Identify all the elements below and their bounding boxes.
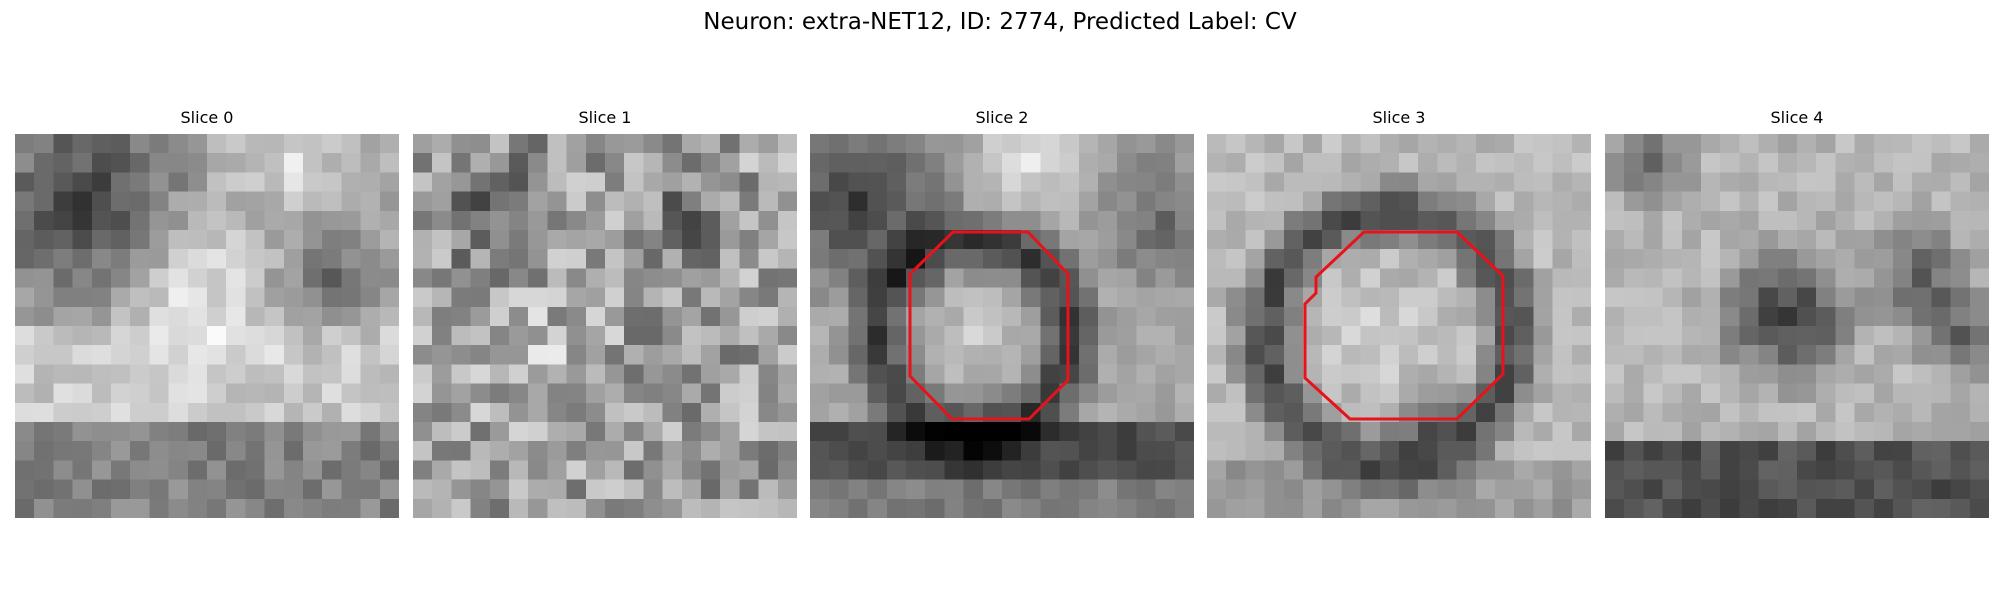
slice-image [1207,134,1591,518]
slice-title: Slice 2 [975,108,1029,127]
figure-title: Neuron: extra-NET12, ID: 2774, Predicted… [703,9,1297,35]
slice-title: Slice 3 [1372,108,1426,127]
slice-image [15,134,399,518]
slice-title: Slice 0 [180,108,234,127]
slice-panel-2: Slice 2 [810,108,1194,518]
slice-image [1605,134,1989,518]
slice-title: Slice 1 [578,108,632,127]
slice-panel-0: Slice 0 [15,108,399,518]
slice-title: Slice 4 [1770,108,1824,127]
slice-image [413,134,797,518]
slice-image [810,134,1194,518]
slice-panel-1: Slice 1 [413,108,797,518]
slice-panel-4: Slice 4 [1605,108,1989,518]
slice-panel-3: Slice 3 [1207,108,1591,518]
